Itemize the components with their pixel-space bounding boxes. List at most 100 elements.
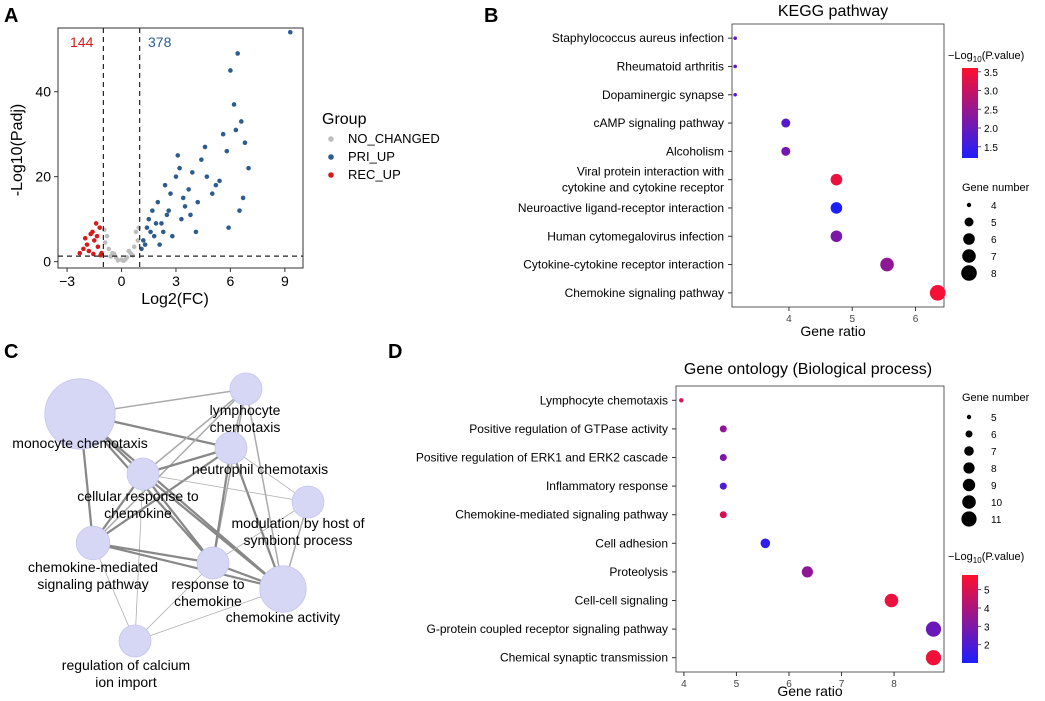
network-label-response: response to chemokine xyxy=(171,576,244,609)
volcano-point-pri_up-10 xyxy=(168,191,173,196)
kegg-category-label-8: Cytokine-cytokine receptor interaction xyxy=(523,258,724,272)
go-size-legend-dot-1 xyxy=(965,430,973,438)
volcano-point-pri_up-27 xyxy=(238,119,244,124)
volcano-point-pri_up-39 xyxy=(160,229,166,235)
go-size-legend-dot-2 xyxy=(964,446,974,456)
kegg-category-label-5: Viral protein interaction with cytokine a… xyxy=(562,165,724,195)
kegg-frame xyxy=(731,23,945,308)
kegg-dot-plot: KEGG pathway Gene ratio −Log10(P.value) … xyxy=(518,3,1030,339)
kegg-x-tick-label-2: 6 xyxy=(913,314,919,325)
go-size-legend-dot-6 xyxy=(961,511,977,527)
volcano-x-tick-label-1: 0 xyxy=(118,273,126,289)
volcano-point-pri_up-33 xyxy=(170,233,175,239)
volcano-y-tick-label-1: 20 xyxy=(35,169,51,185)
go-dot-1 xyxy=(719,425,727,433)
volcano-point-pri_up-43 xyxy=(195,199,201,205)
legend-label-1: PRI_UP xyxy=(348,149,395,164)
go-dot-9 xyxy=(925,650,942,666)
network-label-lymphocyte: lymphocyte chemotaxis xyxy=(210,402,281,435)
volcano-point-pri_up-32 xyxy=(157,242,162,247)
volcano-point-pri_up-21 xyxy=(213,182,219,188)
go-category-label-1: Positive regulation of GTPase activity xyxy=(469,422,668,436)
go-dot-5 xyxy=(760,538,771,549)
network-node-lymphocyte xyxy=(229,372,263,406)
go-size-legend-title: Gene number xyxy=(962,392,1030,404)
volcano-y-tick-label-0: 0 xyxy=(43,254,51,270)
kegg-category-label-9: Chemokine signaling pathway xyxy=(565,286,724,300)
volcano-point-pri_up-40 xyxy=(166,208,172,213)
go-dot-3 xyxy=(719,482,727,490)
go-colorbar xyxy=(962,575,978,663)
go-category-label-2: Positive regulation of ERK1 and ERK2 cas… xyxy=(416,451,668,465)
volcano-point-pri_up-2 xyxy=(144,225,150,230)
go-colorbar-label-1: 3 xyxy=(984,622,990,633)
volcano-point-no_changed-1 xyxy=(106,246,112,252)
volcano-point-pri_up-41 xyxy=(180,195,186,201)
go-dot-2 xyxy=(719,454,727,461)
volcano-legend: NO_CHANGED PRI_UP REC_UP xyxy=(328,131,440,182)
volcano-point-no_changed-18 xyxy=(111,251,117,257)
go-category-label-5: Cell adhesion xyxy=(595,536,668,550)
volcano-point-pri_up-17 xyxy=(193,229,199,235)
go-colorbar-label-3: 5 xyxy=(984,586,990,597)
network-label-cmsp: chemokine-mediated signaling pathway xyxy=(28,559,158,592)
volcano-point-pri_up-47 xyxy=(240,195,246,201)
kegg-size-legend-label-3: 7 xyxy=(991,252,997,263)
network-edge-28 xyxy=(134,588,284,642)
go-colorbar-label-0: 2 xyxy=(984,641,990,652)
kegg-category-label-6: Neuroactive ligand-receptor interaction xyxy=(518,201,724,215)
go-size-legend-label-6: 11 xyxy=(991,515,1002,526)
volcano-plot-frame xyxy=(57,27,304,269)
volcano-point-no_changed-13 xyxy=(115,258,121,263)
volcano-point-pri_up-42 xyxy=(188,212,193,218)
legend-marker-2 xyxy=(328,172,334,178)
volcano-point-pri_up-25 xyxy=(231,102,237,107)
kegg-size-legend-label-4: 8 xyxy=(991,269,997,280)
volcano-point-no_changed-0 xyxy=(102,240,108,245)
kegg-size-legend-dot-1 xyxy=(964,217,974,227)
volcano-point-pri_up-38 xyxy=(153,221,159,226)
network-node-monocyte xyxy=(44,378,116,450)
kegg-size-legend-dot-0 xyxy=(966,202,972,208)
panel-label-c: C xyxy=(4,341,18,363)
kegg-dot-7 xyxy=(830,230,843,243)
go-colorbar-label-2: 4 xyxy=(984,604,990,615)
kegg-size-legend-dot-4 xyxy=(961,265,977,281)
volcano-point-pri_up-24 xyxy=(228,68,233,73)
network-edge-18 xyxy=(142,473,284,590)
volcano-point-pri_up-46 xyxy=(233,127,239,133)
kegg-category-label-2: Dopaminergic synapse xyxy=(602,88,724,102)
network-edge-12 xyxy=(92,447,232,544)
volcano-point-rec_up-6 xyxy=(77,250,83,256)
volcano-point-pri_up-31 xyxy=(226,225,231,230)
go-category-label-4: Chemokine-mediated signaling pathway xyxy=(455,508,668,522)
panel-label-d: D xyxy=(388,341,402,363)
kegg-dot-2 xyxy=(733,92,737,97)
volcano-point-no_changed-19 xyxy=(121,258,126,264)
volcano-point-no_changed-16 xyxy=(101,227,107,233)
network-label-neutrophil: neutrophil chemotaxis xyxy=(192,461,328,477)
volcano-point-no_changed-17 xyxy=(126,248,132,254)
go-category-label-9: Chemical synaptic transmission xyxy=(500,651,668,665)
network-edge-10 xyxy=(245,388,284,590)
kegg-colorbar-label-1: 2.0 xyxy=(984,124,998,135)
volcano-point-rec_up-4 xyxy=(84,242,90,247)
go-x-tick-label-2: 6 xyxy=(786,679,792,690)
go-x-tick-label-0: 4 xyxy=(681,679,687,690)
volcano-point-pri_up-20 xyxy=(209,191,215,196)
go-category-label-8: G-protein coupled receptor signaling pat… xyxy=(427,622,668,636)
network-edge-23 xyxy=(92,542,136,642)
volcano-x-axis-label: Log2(FC) xyxy=(141,291,209,308)
volcano-point-pri_up-28 xyxy=(242,140,248,145)
kegg-category-label-3: cAMP signaling pathway xyxy=(593,116,724,130)
kegg-category-label-7: Human cytomegalovirus infection xyxy=(547,229,724,243)
volcano-point-pri_up-23 xyxy=(224,148,230,154)
volcano-point-no_changed-11 xyxy=(108,254,113,259)
kegg-size-legend-dot-2 xyxy=(963,233,975,245)
volcano-point-pri_up-13 xyxy=(175,153,181,158)
volcano-point-rec_up-7 xyxy=(97,225,103,230)
kegg-x-tick-label-0: 4 xyxy=(786,314,792,325)
volcano-point-pri_up-1 xyxy=(140,238,146,243)
network-node-modulation xyxy=(291,485,325,519)
